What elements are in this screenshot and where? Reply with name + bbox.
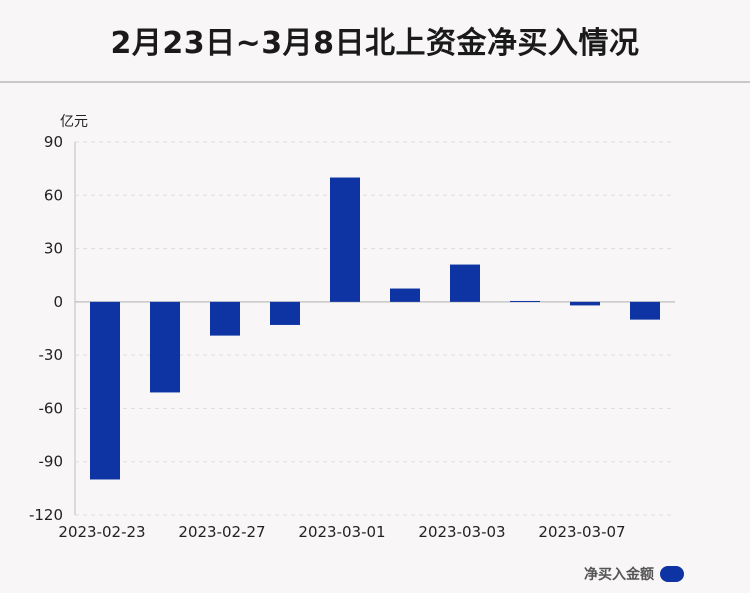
y-tick-label: -30	[39, 346, 64, 364]
x-axis-tick-labels: 2023-02-23 2023-02-27 2023-03-01 2023-03-03…	[58, 523, 625, 541]
x-tick-label: 2023-02-23	[58, 523, 145, 541]
bar	[90, 301, 120, 480]
legend-swatch	[660, 566, 684, 582]
y-axis-unit-label: 亿元	[60, 114, 88, 130]
y-tick-label: 0	[53, 293, 63, 311]
x-tick-label: 2023-02-27	[178, 523, 265, 541]
y-axis-tick-labels: 90 60 30 0 -30 -60 -90 -120	[29, 133, 63, 524]
title-divider	[0, 81, 750, 83]
bar	[450, 264, 480, 302]
bar	[510, 300, 540, 302]
legend: 净买入金额	[584, 564, 684, 584]
y-tick-label: 60	[44, 186, 63, 204]
chart-title: 2月23日~3月8日北上资金净买入情况	[110, 26, 640, 61]
y-tick-label: -60	[39, 399, 64, 417]
bar	[210, 301, 240, 336]
bar	[330, 177, 360, 302]
bar	[150, 301, 180, 393]
y-tick-label: 30	[44, 240, 63, 258]
bars	[90, 177, 660, 480]
y-tick-label: 90	[44, 133, 63, 151]
legend-label: 净买入金额	[584, 567, 654, 583]
bar	[390, 288, 420, 302]
bar	[270, 301, 300, 325]
x-tick-label: 2023-03-01	[298, 523, 385, 541]
x-tick-label: 2023-03-03	[418, 523, 505, 541]
y-tick-label: -90	[39, 453, 64, 471]
x-tick-label: 2023-03-07	[538, 523, 625, 541]
y-tick-label: -120	[29, 506, 63, 524]
bar	[570, 301, 600, 306]
bar	[630, 301, 660, 320]
